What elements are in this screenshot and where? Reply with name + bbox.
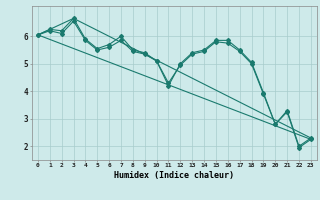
X-axis label: Humidex (Indice chaleur): Humidex (Indice chaleur) bbox=[115, 171, 234, 180]
